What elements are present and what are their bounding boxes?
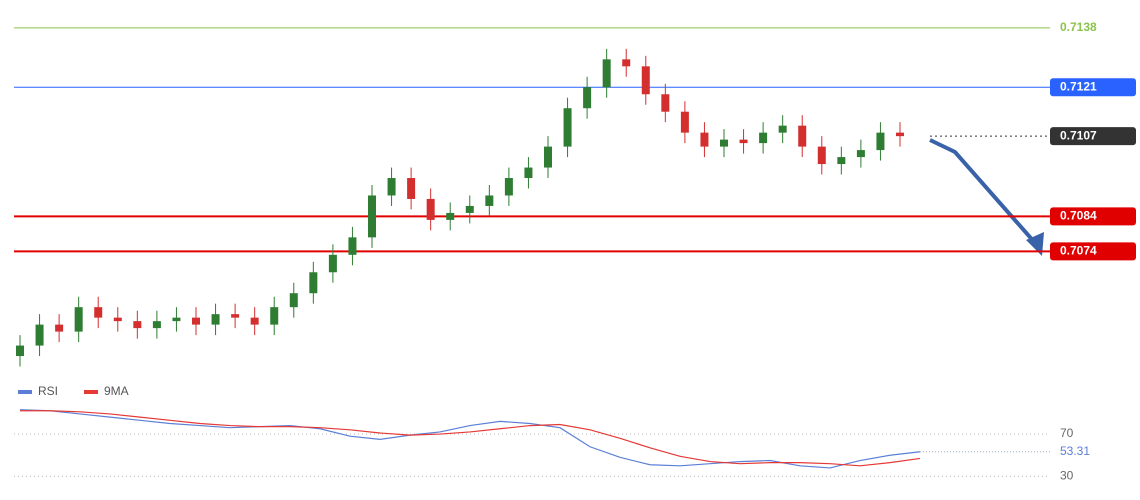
candle-body	[778, 125, 787, 133]
level-label: 0.7121	[1060, 79, 1097, 93]
candle-body	[524, 167, 533, 179]
candle-body	[113, 317, 122, 322]
candle-body	[583, 87, 592, 109]
candle-body	[856, 150, 865, 158]
candle-body	[876, 132, 885, 151]
level-label: 0.7138	[1060, 20, 1097, 34]
candle-body	[231, 314, 240, 318]
candle-body	[309, 272, 318, 294]
candle-body	[74, 307, 83, 332]
candle-body	[133, 321, 142, 329]
level-box	[1050, 127, 1136, 146]
level-label: 0.7074	[1060, 243, 1097, 257]
candle-body	[837, 157, 846, 165]
candle-body	[544, 146, 552, 168]
y-tick-label: 70	[1060, 426, 1074, 440]
candle-body	[270, 307, 279, 325]
candle-body	[387, 178, 396, 196]
level-label: 0.7084	[1060, 209, 1097, 223]
candle-body	[661, 94, 670, 112]
candle-body	[739, 139, 748, 144]
candle-body	[35, 324, 44, 346]
level-box	[1050, 78, 1136, 97]
legend-label: 9MA	[104, 384, 129, 398]
candle-body	[622, 59, 631, 67]
candle-body	[602, 59, 611, 88]
candle-body	[348, 237, 357, 255]
candle-body	[896, 132, 904, 137]
rsi-line	[20, 410, 921, 467]
legend-label: RSI	[38, 384, 58, 398]
candle-body	[720, 139, 728, 147]
arrow	[929, 138, 1038, 246]
candle-body	[641, 66, 650, 95]
candle-body	[328, 254, 337, 273]
candle-body	[172, 317, 181, 322]
rsi-line	[19, 409, 921, 469]
candle-body	[16, 345, 24, 357]
level-box	[1050, 242, 1136, 261]
candle-body	[680, 111, 689, 133]
candle-body	[426, 198, 435, 220]
last-value-label: 53.31	[1060, 444, 1090, 458]
candle-body	[759, 132, 768, 144]
candle-body	[798, 125, 807, 147]
candle-body	[563, 108, 572, 147]
candle-body	[368, 195, 376, 238]
candle-body	[250, 317, 259, 325]
candle-body	[407, 178, 416, 199]
candle-body	[152, 321, 161, 329]
candle-body	[504, 178, 513, 196]
candle-body	[211, 314, 220, 325]
level-box	[1050, 207, 1136, 226]
candle-body	[485, 195, 494, 206]
candle-body	[465, 205, 474, 213]
candle-body	[94, 307, 103, 318]
candle-body	[289, 293, 298, 308]
legend-swatch	[84, 390, 98, 394]
candle-body	[700, 132, 709, 147]
legend-swatch	[18, 390, 32, 394]
y-tick-label: 30	[1060, 469, 1074, 483]
arrow-head	[1026, 232, 1044, 256]
candle-body	[192, 317, 200, 325]
candle-body	[817, 146, 826, 165]
level-label: 0.7107	[1060, 128, 1097, 142]
candle-body	[446, 212, 455, 220]
candle-body	[55, 324, 64, 332]
